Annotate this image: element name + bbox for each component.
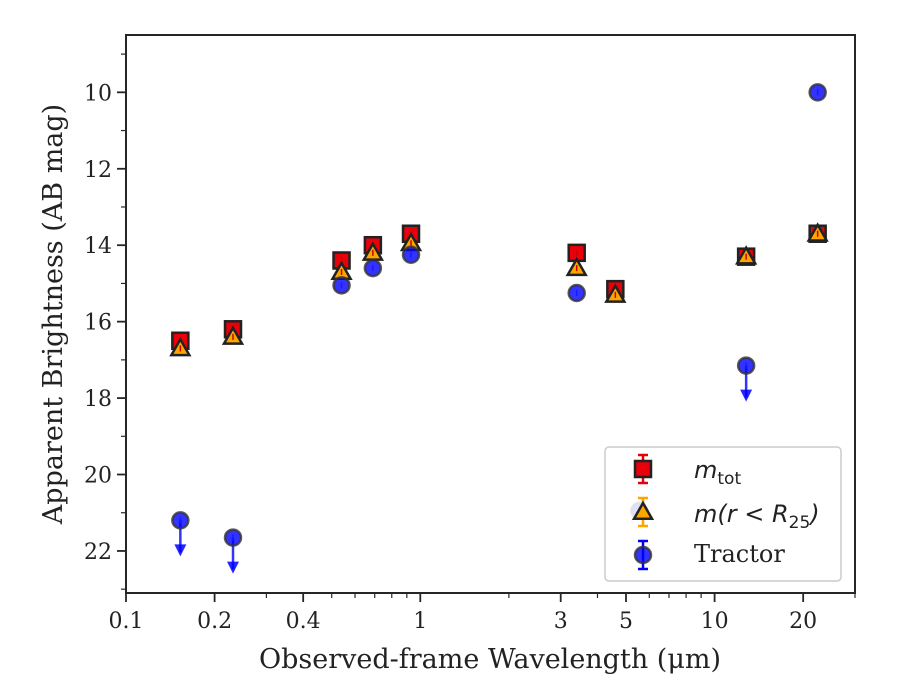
upper-limit-arrowhead — [174, 544, 187, 557]
legend: mtot m(r < R25) Tractor — [604, 446, 842, 582]
y-tick-label: 16 — [84, 311, 112, 336]
legend-frame — [604, 446, 842, 582]
x-tick-label: 20 — [789, 609, 817, 634]
y-tick-label: 12 — [84, 158, 112, 183]
legend-label-m-r25: m(r < R25) — [694, 500, 820, 533]
y-tick-label: 10 — [84, 81, 112, 106]
x-tick-label: 5 — [619, 609, 633, 634]
legend-label-m-tot: mtot — [694, 456, 741, 489]
x-axis-label: Observed-frame Wavelength (μm) — [259, 644, 721, 675]
plot-frame — [125, 34, 856, 594]
upper-limit-arrowhead — [227, 561, 240, 574]
y-axis-ticks: 10 12 14 16 18 20 22 — [84, 53, 126, 590]
legend-marker-triangle — [631, 500, 655, 520]
y-axis-label: Apparent Brightness (AB mag) — [38, 104, 69, 525]
x-tick-label: 10 — [701, 609, 729, 634]
y-tick-label: 18 — [84, 387, 112, 412]
x-tick-label: 1 — [413, 609, 427, 634]
y-tick-label: 20 — [84, 464, 112, 489]
upper-limit-arrowhead — [740, 389, 753, 402]
legend-markers — [631, 453, 655, 571]
x-tick-label: 0.1 — [109, 609, 144, 634]
legend-marker-square — [633, 459, 653, 479]
legend-label-tractor: Tractor — [694, 540, 785, 568]
legend-marker-circle — [633, 545, 653, 565]
x-tick-label: 0.2 — [197, 609, 232, 634]
x-tick-label: 0.4 — [286, 609, 321, 634]
data-marks — [169, 83, 829, 574]
x-axis-ticks: 0.1 0.2 0.4 1 3 5 10 20 — [109, 593, 856, 634]
x-tick-label: 3 — [554, 609, 568, 634]
y-tick-label: 22 — [84, 540, 112, 565]
y-tick-label: 14 — [84, 234, 112, 259]
